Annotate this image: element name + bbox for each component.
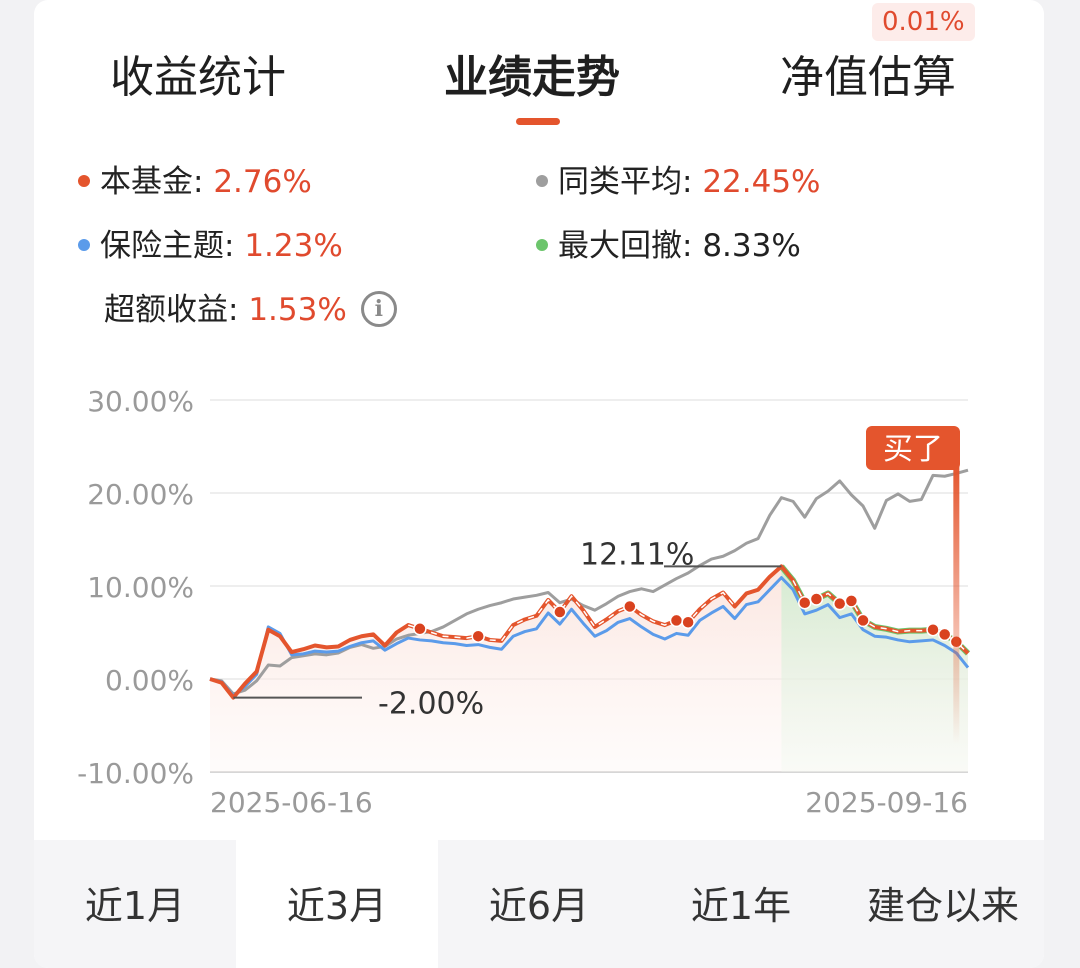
trade-point bbox=[471, 629, 485, 643]
index-dot-icon bbox=[78, 238, 90, 251]
fund-dash-overlay bbox=[408, 591, 736, 642]
legend-drawdown-label: 最大回撤: bbox=[558, 228, 703, 264]
top-tabs: 收益统计 业绩走势 净值估算 bbox=[34, 46, 1044, 136]
legend-peer-average: 同类平均: 22.45% bbox=[536, 162, 821, 202]
legend-fund-label: 本基金: bbox=[100, 164, 214, 200]
legend-excess-return: 超额收益: 1.53% i bbox=[104, 290, 397, 330]
trade-point bbox=[797, 595, 812, 610]
legend-peer-value: 22.45% bbox=[702, 164, 821, 200]
fund-dot-icon bbox=[78, 174, 90, 187]
x-tick-label: 2025-06-16 bbox=[210, 786, 373, 819]
trade-point bbox=[553, 605, 567, 619]
buy-marker-line bbox=[953, 464, 960, 744]
trade-point bbox=[669, 613, 684, 628]
legend-fund-value: 2.76% bbox=[213, 164, 312, 200]
trade-point bbox=[844, 594, 859, 608]
period-3m[interactable]: 近3月 bbox=[236, 840, 438, 968]
series-line-peer bbox=[209, 468, 969, 696]
trade-point bbox=[832, 596, 847, 611]
period-selector: 近1月 近3月 近6月 近1年 建仓以来 bbox=[34, 840, 1044, 968]
legend-excess-value: 1.53% bbox=[248, 292, 347, 328]
drawdown-area bbox=[781, 566, 968, 772]
legend-peer-label: 同类平均: bbox=[558, 164, 703, 200]
period-1m[interactable]: 近1月 bbox=[84, 884, 186, 928]
legend-insurance-index: 保险主题: 1.23% bbox=[78, 226, 343, 266]
period-since-inception[interactable]: 建仓以来 bbox=[866, 884, 1019, 928]
trade-point bbox=[623, 599, 637, 614]
trade-point bbox=[413, 622, 427, 636]
period-1y[interactable]: 近1年 bbox=[690, 884, 792, 928]
legend-index-label: 保险主题: bbox=[100, 228, 245, 264]
y-tick-label: 0.00% bbox=[105, 664, 194, 697]
buy-marker-box bbox=[866, 426, 960, 470]
info-icon[interactable]: i bbox=[360, 290, 397, 327]
trade-point bbox=[809, 592, 824, 606]
x-tick-label: 2025-09-16 bbox=[805, 786, 968, 819]
series-line-index bbox=[209, 576, 970, 698]
y-tick-label: 30.00% bbox=[87, 385, 194, 418]
trade-point bbox=[926, 622, 940, 637]
active-tab-indicator bbox=[516, 118, 560, 125]
legend-index-value: 1.23% bbox=[244, 228, 343, 264]
tab-performance-trend[interactable]: 业绩走势 bbox=[444, 52, 620, 103]
performance-card: 0.01% 收益统计 业绩走势 净值估算 本基金: 2.76% 同类平均: 22… bbox=[34, 0, 1044, 968]
legend-max-drawdown: 最大回撤: 8.33% bbox=[536, 226, 801, 266]
performance-chart: 30.00% 20.00% 10.00% 0.00% -10.00% 2025-06-16… bbox=[77, 385, 971, 819]
legend-drawdown-value: 8.33% bbox=[702, 228, 801, 264]
y-tick-label: -10.00% bbox=[77, 757, 194, 790]
tab-nav-estimate[interactable]: 净值估算 bbox=[780, 52, 956, 103]
trade-point bbox=[856, 613, 870, 628]
legend-excess-label: 超额收益: bbox=[104, 292, 249, 328]
fund-area bbox=[210, 566, 968, 772]
estimate-badge: 0.01% bbox=[872, 3, 975, 41]
max-annotation: 12.11% bbox=[580, 537, 694, 572]
y-tick-label: 10.00% bbox=[87, 571, 194, 604]
trade-point bbox=[937, 627, 952, 642]
y-tick-label: 20.00% bbox=[87, 478, 194, 511]
buy-marker-label: 买了 bbox=[883, 432, 943, 467]
tab-return-stats[interactable]: 收益统计 bbox=[110, 52, 286, 103]
trade-point bbox=[681, 615, 695, 630]
period-6m[interactable]: 近6月 bbox=[488, 884, 590, 928]
peer-dot-icon bbox=[536, 174, 548, 187]
drawdown-dot-icon bbox=[536, 238, 548, 251]
min-annotation: -2.00% bbox=[378, 687, 484, 722]
legend-fund: 本基金: 2.76% bbox=[78, 162, 312, 202]
